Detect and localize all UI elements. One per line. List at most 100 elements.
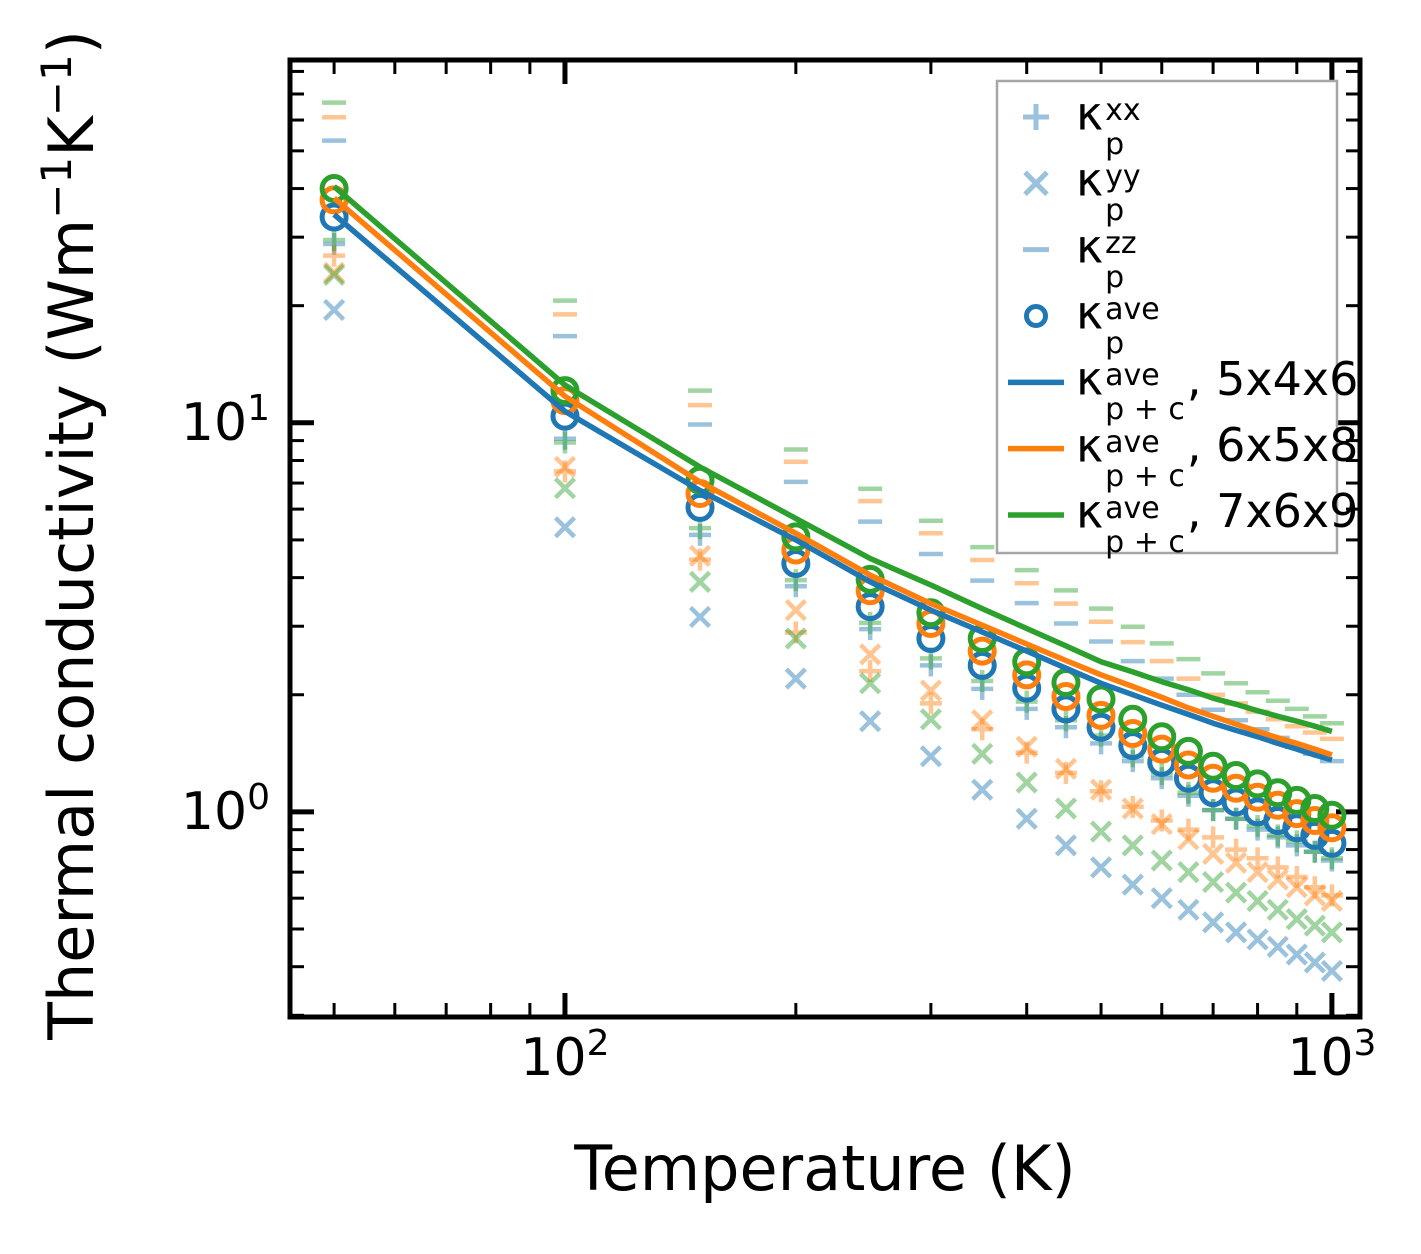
legend-glyph-cross (1023, 170, 1049, 197)
cross-marker (1054, 834, 1078, 857)
circle-marker (1300, 820, 1330, 850)
plus-marker (1266, 826, 1289, 849)
series-kappa_p_zz_6x5x8 (322, 114, 1344, 742)
circle-marker (967, 650, 997, 680)
cross-marker (1121, 834, 1144, 857)
plus-marker (971, 677, 994, 700)
cross-marker (1303, 914, 1326, 937)
cross-marker (1121, 797, 1144, 820)
cross-marker (1224, 881, 1248, 904)
plus-marker (1246, 847, 1269, 870)
circle-marker (855, 592, 885, 622)
cross-marker (784, 599, 807, 622)
cross-marker (1202, 870, 1225, 894)
cross-marker (1224, 921, 1248, 944)
plus-marker (1285, 866, 1308, 889)
cross-marker (1266, 898, 1289, 921)
circle-marker (319, 202, 349, 232)
plus-marker (1015, 741, 1038, 764)
plus-marker (1320, 847, 1343, 870)
plus-marker (1202, 826, 1225, 849)
plus-marker (1054, 761, 1077, 784)
plus-marker (553, 431, 576, 454)
plus-marker (1177, 818, 1200, 841)
cross-marker (1150, 813, 1173, 836)
cross-marker (919, 745, 942, 768)
cross-marker (1202, 842, 1225, 865)
cross-marker (688, 570, 712, 593)
series-line-kappa_p_plus_c_ave_5x4x6 (332, 212, 1333, 763)
cross-marker (1224, 851, 1248, 874)
cross-marker (1177, 898, 1200, 921)
circle-marker (781, 548, 811, 578)
cross-marker (1285, 943, 1308, 966)
plus-marker (323, 244, 346, 267)
cross-marker (1089, 820, 1113, 843)
circle-marker (1317, 813, 1347, 843)
cross-marker (1150, 849, 1173, 872)
cross-marker (1015, 807, 1038, 830)
plus-marker (784, 621, 807, 644)
plus-marker (1150, 767, 1173, 790)
cross-marker (688, 605, 712, 629)
cross-marker (1054, 757, 1078, 780)
cross-marker (553, 516, 577, 539)
plus-marker (859, 618, 882, 641)
cross-marker (919, 708, 942, 731)
cross-marker (1054, 797, 1078, 820)
cross-marker (1246, 928, 1269, 951)
plus-marker (1225, 838, 1248, 861)
cross-marker (1150, 887, 1173, 910)
cross-marker (1202, 911, 1225, 934)
circle-marker (781, 522, 811, 552)
plus-marker (971, 669, 994, 692)
cross-marker (971, 778, 994, 801)
series-kappa_p_yy_6x5x8 (323, 261, 1344, 913)
circle-marker (1282, 799, 1312, 829)
cross-marker (1303, 884, 1326, 907)
plus-marker (859, 660, 882, 683)
cross-marker (1121, 873, 1144, 896)
cross-marker (919, 679, 942, 702)
cross-marker (1015, 735, 1038, 758)
plus-marker (1266, 856, 1289, 879)
plus-marker (1303, 876, 1326, 899)
plus-marker (1225, 807, 1248, 830)
circle-marker (1300, 806, 1330, 836)
series-kappa_p_xx_6x5x8 (323, 244, 1343, 907)
cross-marker (688, 544, 712, 567)
plus-marker (553, 427, 576, 450)
legend-glyph-plus (1023, 104, 1049, 130)
cross-marker (1320, 921, 1344, 944)
plus-marker (971, 718, 994, 741)
cross-marker (1285, 876, 1308, 899)
plus-marker (323, 233, 346, 256)
cross-marker (1177, 828, 1200, 851)
cross-marker (971, 709, 994, 732)
cross-marker (553, 477, 577, 500)
circle-marker (1317, 800, 1347, 830)
legend-glyph-circle (1024, 303, 1048, 328)
cross-marker (1320, 889, 1344, 913)
axis-ticks (292, 62, 1358, 1017)
plus-marker (1121, 750, 1144, 773)
cross-marker (1089, 856, 1113, 879)
series-line-kappa_p_plus_c_ave_6x5x8 (332, 196, 1333, 758)
series-kappa_p_yy_7x6x9 (323, 263, 1344, 944)
cross-marker (1015, 771, 1038, 794)
plot-border (287, 57, 1363, 1020)
cross-marker (323, 261, 346, 284)
cross-marker (859, 710, 882, 733)
plus-marker (553, 460, 576, 483)
cross-marker (859, 672, 882, 695)
circle-marker (1118, 719, 1148, 749)
plus-marker (1090, 780, 1113, 803)
legend-box (995, 79, 1339, 555)
cross-marker (323, 298, 346, 322)
cross-marker (859, 643, 882, 666)
plus-marker (323, 229, 346, 252)
cross-marker (1285, 908, 1308, 931)
plus-marker (1090, 732, 1113, 755)
